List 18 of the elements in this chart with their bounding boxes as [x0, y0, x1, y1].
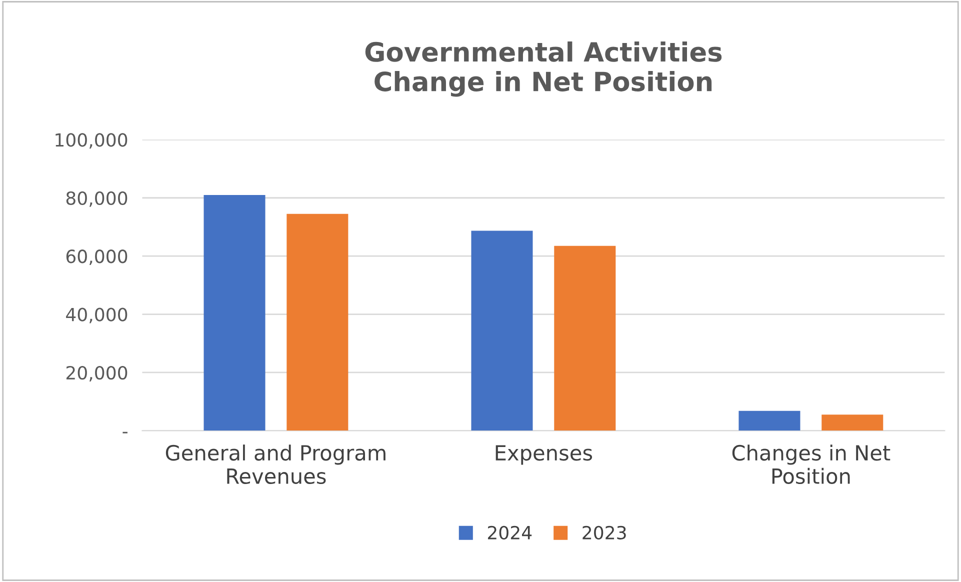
bar: [554, 246, 616, 431]
legend-label: 2024: [488, 526, 532, 540]
x-tick-label: General and Program Revenues: [166, 444, 386, 484]
bar: [204, 194, 266, 431]
bar: [822, 414, 884, 431]
y-tick-label: 40,000: [66, 308, 128, 324]
x-tick-label: Changes in Net Position: [732, 444, 890, 484]
bar: [738, 410, 800, 431]
y-tick-label: 20,000: [66, 366, 128, 382]
bar: [286, 214, 348, 431]
y-tick-label: 60,000: [66, 250, 128, 266]
x-tick-label: Expenses: [496, 445, 592, 465]
chart-title: Governmental Activities Change in Net Position: [365, 41, 722, 97]
y-tick-label: 100,000: [56, 133, 128, 149]
bar: [471, 230, 533, 431]
y-tick-label: 80,000: [66, 191, 128, 207]
y-tick-label: -: [122, 432, 128, 434]
legend-label: 2023: [582, 526, 626, 540]
